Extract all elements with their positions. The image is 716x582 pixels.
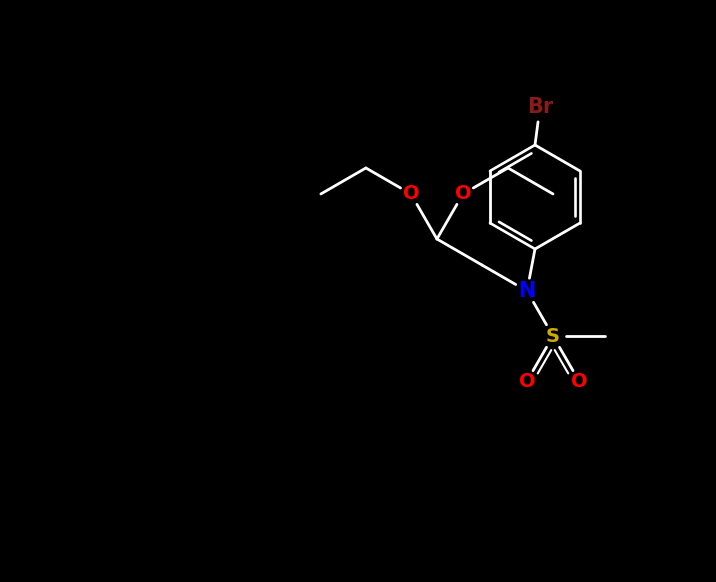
Text: O: O	[518, 371, 536, 391]
Text: N: N	[518, 281, 536, 301]
Text: Br: Br	[527, 97, 553, 117]
Text: O: O	[571, 371, 587, 391]
Text: S: S	[546, 327, 560, 346]
Text: O: O	[402, 184, 420, 204]
Text: O: O	[455, 184, 471, 204]
